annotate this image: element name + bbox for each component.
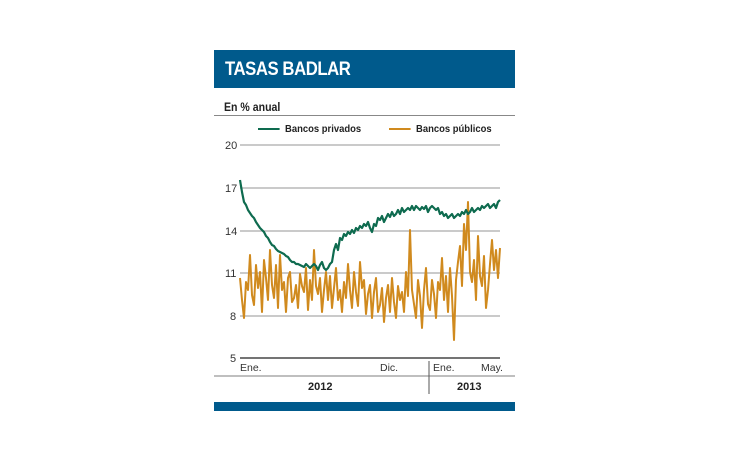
series-bancos-privados [238,179,501,272]
chart-panel: TASAS BADLAR En % anual Bancos privados … [214,50,515,411]
legend-item-privados: Bancos privados [258,123,361,135]
year-label-2013: 2013 [457,381,481,393]
y-label-5: 5 [230,353,236,365]
chart-title: TASAS BADLAR [225,59,351,80]
y-axis-labels: 20 17 14 11 8 5 [225,140,237,365]
subtitle-divider [214,115,515,116]
year-labels: 2012 2013 [308,381,481,393]
series-bancos-publicos [239,201,501,341]
y-label-14: 14 [225,226,237,238]
y-label-11: 11 [225,268,236,280]
chart-header: TASAS BADLAR [214,50,515,88]
legend-label-publicos: Bancos públicos [416,123,492,135]
y-label-8: 8 [230,311,236,323]
y-label-20: 20 [225,140,237,152]
month-label-may-2013: May. [481,362,503,374]
month-label-dic-2012: Dic. [380,362,398,374]
month-label-ene-2012: Ene. [240,362,262,374]
footer-bar [214,402,515,411]
legend-swatch-publicos [389,128,411,130]
y-label-17: 17 [225,183,237,195]
line-chart: 20 17 14 11 8 5 Ene. Dic. Ene. May. 2012… [214,140,515,394]
x-axis-labels: Ene. Dic. Ene. May. [240,362,503,374]
legend-item-publicos: Bancos públicos [389,123,492,135]
chart-subtitle: En % anual [224,100,281,114]
legend-label-privados: Bancos privados [285,123,362,135]
month-label-ene-2013: Ene. [433,362,455,374]
legend-swatch-privados [258,128,280,130]
year-label-2012: 2012 [308,381,332,393]
gridlines [240,144,500,317]
